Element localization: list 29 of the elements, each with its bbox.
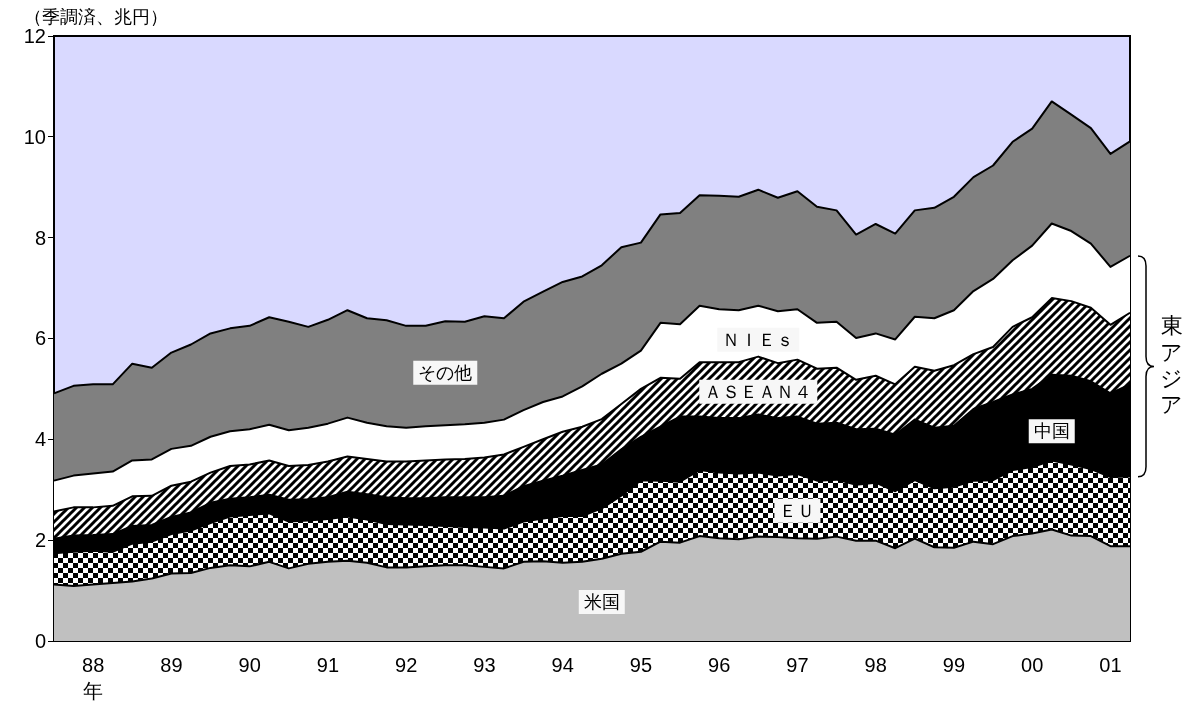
y-tick-label: 2 — [34, 529, 46, 552]
x-tick-label: 91 — [316, 654, 340, 676]
x-tick-label: 89 — [160, 654, 183, 676]
text: 東アジア — [1160, 313, 1183, 419]
x-axis-title: 年 — [83, 680, 104, 702]
x-tick-label: 94 — [551, 654, 574, 676]
y-tick-label: 0 — [34, 630, 46, 652]
x-tick-label: 01 — [1099, 654, 1122, 676]
series-label: ＮＩＥｓ — [722, 329, 795, 350]
x-tick-label: 90 — [238, 654, 261, 676]
x-tick-label: 99 — [942, 654, 966, 676]
series-label: ＥＵ — [779, 500, 816, 521]
x-tick-label: 92 — [395, 654, 418, 676]
x-tick-label: 95 — [629, 654, 653, 676]
series-label: 米国 — [583, 591, 620, 612]
y-axis-title: （季調済、兆円） — [24, 7, 168, 27]
y-tick-label: 10 — [23, 125, 46, 148]
x-tick-label: 00 — [1021, 654, 1044, 676]
x-tick-label: 96 — [708, 654, 731, 676]
x-tick-label: 98 — [864, 654, 887, 676]
series-label: その他 — [418, 362, 473, 383]
x-tick-label: 88 — [82, 654, 105, 676]
series-label: ＡＳＥＡＮ４ — [704, 381, 813, 402]
series-label: 中国 — [1033, 421, 1070, 442]
y-tick-label: 6 — [34, 327, 46, 350]
y-tick-label: 4 — [34, 428, 46, 451]
y-tick-label: 8 — [34, 226, 46, 249]
x-tick-label: 97 — [786, 654, 809, 676]
x-tick-label: 93 — [473, 654, 496, 676]
